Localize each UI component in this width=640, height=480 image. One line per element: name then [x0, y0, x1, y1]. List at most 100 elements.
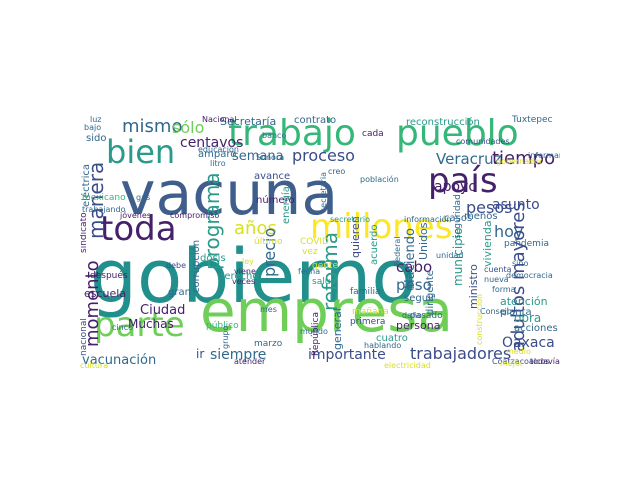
cloud-word: centavos: [180, 135, 244, 151]
cloud-word: marzo: [254, 339, 283, 349]
cloud-word: proceso: [292, 146, 355, 165]
cloud-word: secretario: [330, 215, 370, 224]
cloud-word: medio: [506, 347, 531, 356]
cloud-word: Tuxtepec: [512, 115, 553, 125]
cloud-word: último: [254, 237, 283, 247]
cloud-word: nueva: [484, 275, 509, 284]
cloud-word: país: [428, 161, 498, 201]
cloud-word: amparo: [198, 149, 237, 160]
cloud-word: educación: [198, 145, 239, 154]
cloud-word: Consejo: [480, 307, 512, 316]
cloud-word: vacuna: [120, 159, 339, 229]
cloud-word: ley: [242, 257, 254, 266]
cloud-word: trabajadores: [410, 344, 512, 363]
cloud-word: Oaxaca: [502, 335, 555, 351]
cloud-word: primera: [350, 317, 386, 327]
cloud-word: reconstrucción: [406, 117, 480, 128]
cloud-word: sólo: [172, 118, 205, 137]
cloud-word: trabajando: [82, 205, 126, 214]
cloud-word: hoy: [494, 222, 524, 241]
cloud-word: democracia: [506, 271, 553, 280]
cloud-word: gobernador: [496, 157, 543, 166]
cloud-word: banco: [262, 131, 287, 140]
cloud-word: cuatro: [376, 333, 408, 344]
cloud-word: mes: [260, 305, 277, 314]
cloud-word: forma: [492, 285, 516, 294]
cloud-word: precio: [260, 227, 279, 277]
cloud-word: gente: [312, 261, 339, 271]
cloud-word: casos: [444, 213, 473, 224]
cloud-word: gran: [168, 287, 191, 298]
cloud-word: población: [360, 175, 399, 184]
cloud-word: atender: [234, 357, 266, 366]
cloud-word: mismo: [122, 116, 183, 137]
cloud-word: sino: [512, 259, 529, 268]
cloud-word: derecho: [218, 271, 259, 282]
cloud-word: COVID: [300, 237, 329, 247]
cloud-word: siempre: [210, 347, 267, 363]
cloud-word: cinco: [112, 323, 133, 332]
cloud-word: Secretaría: [220, 115, 277, 128]
cloud-word: hablando: [364, 341, 402, 350]
cloud-word: dosis: [200, 253, 226, 264]
cloud-word: semana: [232, 149, 284, 164]
cloud-word: compromiso: [170, 211, 220, 220]
cloud-word: creo: [328, 167, 346, 176]
cloud-word: empresa: [200, 277, 454, 345]
cloud-word: número: [256, 195, 295, 206]
cloud-word: Coatzacoalcos: [492, 357, 550, 366]
cloud-word: gobierno: [90, 234, 417, 320]
cloud-word: escuela: [84, 287, 127, 300]
cloud-word: avance: [254, 171, 291, 182]
cloud-word: asunto: [492, 197, 540, 213]
cloud-word: vacunación: [82, 353, 157, 368]
cloud-word: vez: [302, 247, 318, 257]
cloud-word: trabajo: [228, 113, 356, 154]
word-cloud: gobierno vacuna empresa trabajo pueblo bien pa…: [80, 112, 560, 368]
cloud-word: secretaria: [319, 172, 328, 212]
cloud-word: acciones: [514, 323, 558, 334]
cloud-word: viene: [234, 267, 256, 276]
cloud-word: información: [404, 215, 452, 224]
cloud-word: jóvenes: [120, 211, 151, 220]
cloud-word: cabo: [396, 258, 433, 276]
cloud-word: tiempo: [492, 148, 556, 169]
cloud-word: Nacional: [202, 115, 237, 124]
cloud-word: nacional: [80, 318, 89, 356]
cloud-word: mundo: [300, 327, 328, 336]
cloud-word: cada: [362, 129, 384, 139]
cloud-word: daño: [402, 311, 422, 320]
cloud-word: unidad: [436, 251, 464, 260]
cloud-word: debe: [166, 261, 186, 270]
cloud-word: veces: [232, 277, 256, 286]
cloud-word: Veracruz: [436, 150, 502, 168]
cloud-word: ir: [196, 347, 205, 361]
cloud-word: familia: [350, 287, 381, 297]
cloud-word: seguir: [404, 293, 435, 304]
cloud-word: parte: [94, 305, 185, 345]
cloud-word: millones: [310, 207, 453, 247]
cloud-word: Unidos: [417, 222, 430, 260]
cloud-word: pasado: [410, 311, 443, 321]
cloud-word: Sonora: [256, 153, 285, 162]
cloud-word: seguridad: [453, 194, 463, 239]
cloud-word: pueblo: [396, 113, 519, 154]
cloud-word: bajo: [84, 123, 102, 132]
cloud-word: importante: [308, 347, 386, 363]
cloud-word: obra: [514, 311, 542, 325]
cloud-word: litro: [210, 159, 226, 168]
cloud-word: Ciudad: [140, 303, 186, 318]
cloud-word: corrupción: [191, 239, 202, 293]
cloud-word: electricidad: [384, 361, 431, 369]
cloud-word: fecha: [298, 267, 321, 276]
cloud-word: comunidades: [456, 137, 510, 146]
cloud-word: después: [90, 271, 128, 281]
cloud-word: peso: [396, 276, 432, 294]
cloud-word: público: [206, 321, 239, 331]
cloud-word: salud: [312, 277, 337, 287]
cloud-word: mañana: [352, 307, 389, 317]
cloud-word: menos: [464, 211, 498, 222]
cloud-word: cuenta: [484, 265, 512, 274]
cloud-word: informar: [528, 151, 560, 160]
cloud-word: Federal: [393, 236, 402, 267]
